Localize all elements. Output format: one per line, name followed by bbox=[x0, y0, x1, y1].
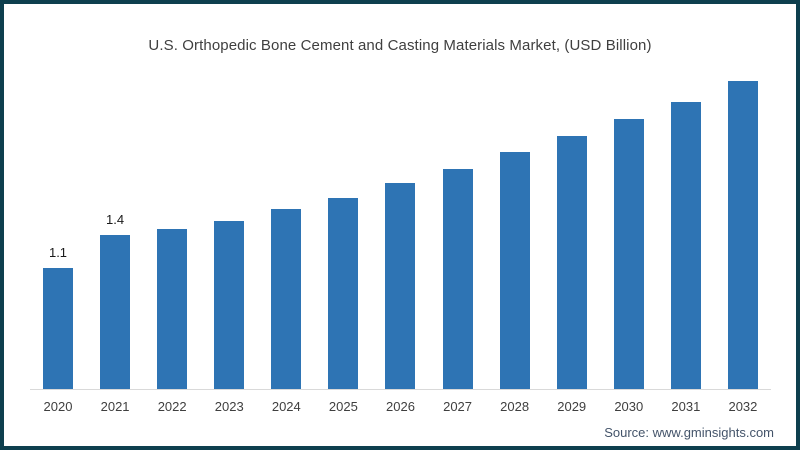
bar-2028: 2028 bbox=[499, 152, 530, 414]
x-axis-label-2020: 2020 bbox=[43, 399, 73, 414]
x-axis-label-2030: 2030 bbox=[614, 399, 644, 414]
bar-2021: 2021 1.4 bbox=[100, 212, 131, 414]
x-axis-label-2027: 2027 bbox=[443, 399, 473, 414]
x-axis-label-2026: 2026 bbox=[386, 399, 415, 414]
x-axis-label-2029: 2029 bbox=[557, 399, 587, 414]
x-axis-label-2031: 2031 bbox=[671, 399, 701, 414]
bar-2026: 2026 bbox=[385, 183, 416, 414]
chart-title: U.S. Orthopedic Bone Cement and Casting … bbox=[148, 37, 652, 54]
x-axis-label-2024: 2024 bbox=[271, 399, 301, 414]
bar-2022: 2022 bbox=[157, 229, 188, 414]
bar-2025: 2025 bbox=[328, 198, 359, 414]
bar-2027: 2027 bbox=[442, 169, 473, 414]
bar-2030: 2030 bbox=[613, 119, 644, 414]
x-axis-label-2021: 2021 bbox=[100, 399, 130, 414]
source-text: Source: www.gminsights.com bbox=[604, 425, 774, 440]
bar-2020: 2020 1.1 bbox=[43, 245, 73, 414]
bar-2031: 2031 bbox=[670, 102, 701, 414]
bar-chart-plot-area: 2020 1.1 2021 1.4 2022 2023 2024 2025 2026 2027 20… bbox=[43, 59, 758, 414]
x-axis-label-2023: 2023 bbox=[214, 399, 244, 414]
bar-2032: 2032 bbox=[727, 81, 758, 414]
bar-value-label-2021: 1.4 bbox=[106, 212, 125, 227]
bar-2029: 2029 bbox=[556, 136, 587, 414]
bar-2023: 2023 bbox=[214, 221, 245, 414]
x-axis-label-2028: 2028 bbox=[500, 399, 530, 414]
x-axis-label-2032: 2032 bbox=[728, 399, 758, 414]
x-axis-label-2025: 2025 bbox=[328, 399, 358, 414]
bar-value-label-2020: 1.1 bbox=[48, 245, 68, 260]
bar-2024: 2024 bbox=[271, 209, 302, 414]
x-axis-label-2022: 2022 bbox=[157, 399, 187, 414]
x-axis-line bbox=[30, 389, 771, 390]
